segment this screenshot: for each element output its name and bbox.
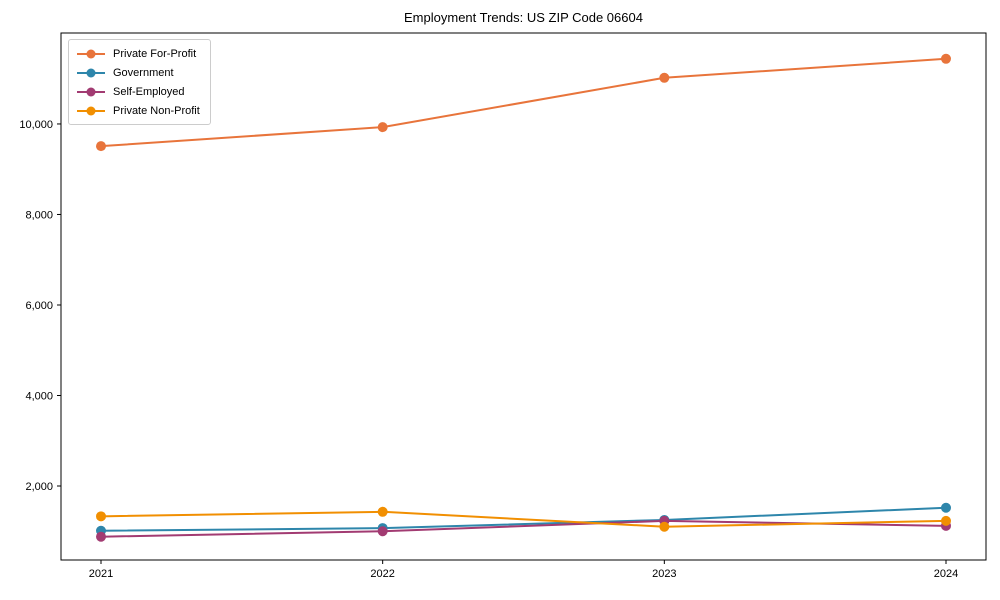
data-point — [941, 515, 951, 526]
legend-item-private-for-profit: Private For-Profit — [76, 45, 200, 62]
legend-item-self-employed: Self-Employed — [76, 83, 200, 100]
series-line — [100, 57, 947, 148]
legend: Private For-Profit Government Self-Employe… — [68, 39, 211, 125]
legend-marker-icon — [77, 49, 105, 58]
data-point — [96, 141, 106, 152]
data-point — [377, 122, 388, 133]
legend-marker-icon — [77, 106, 105, 115]
y-tick-label: 8,000 — [25, 209, 53, 221]
legend-item-label: Private Non-Profit — [113, 104, 200, 117]
data-point — [96, 531, 106, 542]
data-point — [659, 521, 670, 532]
chart-title: Employment Trends: US ZIP Code 06604 — [404, 10, 643, 25]
data-point — [377, 506, 388, 517]
data-point — [941, 502, 951, 513]
x-tick-label: 2024 — [934, 568, 958, 580]
legend-item-label: Government — [113, 66, 174, 79]
legend-marker-icon — [77, 87, 105, 96]
y-tick-label: 10,000 — [19, 119, 53, 131]
data-point — [377, 526, 388, 537]
y-tick-label: 6,000 — [25, 300, 53, 312]
legend-item-label: Self-Employed — [113, 85, 185, 98]
legend-item-government: Government — [76, 64, 200, 81]
x-tick-label: 2022 — [370, 568, 394, 580]
data-point — [659, 72, 670, 83]
plot-border — [60, 32, 987, 561]
y-tick-label: 2,000 — [25, 481, 53, 493]
data-point — [96, 511, 106, 522]
x-tick-label: 2023 — [652, 568, 676, 580]
series-line — [100, 510, 947, 528]
x-tick-label: 2021 — [89, 568, 113, 580]
data-point — [941, 53, 951, 64]
series-line — [100, 506, 947, 532]
legend-item-label: Private For-Profit — [113, 47, 197, 60]
legend-marker-icon — [77, 68, 105, 77]
legend-item-private-non-profit: Private Non-Profit — [76, 102, 200, 119]
y-tick-label: 4,000 — [25, 390, 53, 402]
